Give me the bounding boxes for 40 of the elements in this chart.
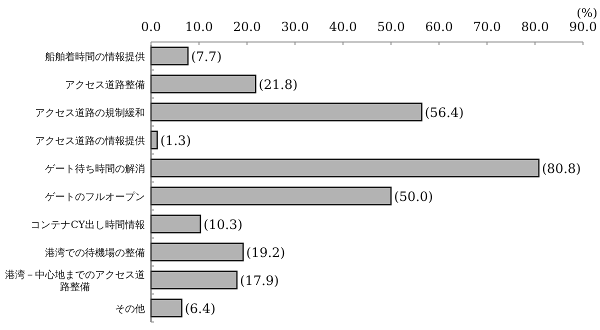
- bar: [150, 46, 189, 66]
- bar: [150, 102, 422, 122]
- y-tick-label: ゲートのフルオープン: [45, 191, 145, 203]
- x-tick-label: 0.0: [141, 19, 161, 34]
- x-tick-label: 60.0: [425, 19, 453, 34]
- data-label: (50.0): [394, 190, 434, 205]
- y-tick-label: 港湾－中心地までのアクセス道路整備: [5, 269, 145, 293]
- x-axis-title: (%): [576, 6, 598, 20]
- data-label: (6.4): [184, 302, 216, 317]
- y-tick-label: コンテナCY出し時間情報: [30, 219, 145, 231]
- x-tick-label: 10.0: [185, 19, 213, 34]
- x-tick-label: 70.0: [473, 19, 501, 34]
- bar: [150, 242, 244, 262]
- y-tick-label: 港湾での待機場の整備: [45, 247, 145, 259]
- x-tick-label: 80.0: [521, 19, 549, 34]
- bar: [150, 74, 256, 94]
- y-tick-label: アクセス道路の情報提供: [35, 135, 145, 147]
- data-label: (21.8): [258, 78, 298, 93]
- data-label: (56.4): [424, 106, 464, 121]
- x-tick-label: 30.0: [281, 19, 309, 34]
- data-label: (10.3): [203, 218, 243, 233]
- data-label: (19.2): [246, 246, 286, 261]
- y-tick-label: その他: [115, 303, 145, 315]
- x-tick-label: 50.0: [377, 19, 405, 34]
- data-label: (1.3): [160, 134, 192, 149]
- data-label: (17.9): [240, 274, 280, 289]
- y-tick-label: 船舶着時間の情報提供: [45, 51, 145, 63]
- y-tick-label: アクセス道路の規制緩和: [35, 107, 145, 119]
- y-tick-label: アクセス道路整備: [65, 79, 145, 91]
- x-tick-label: 20.0: [233, 19, 261, 34]
- bar: [150, 186, 392, 206]
- data-label: (7.7): [190, 50, 222, 65]
- x-tick-label: 40.0: [329, 19, 357, 34]
- y-tick-label: ゲート待ち時間の解消: [45, 163, 145, 175]
- x-tick-label: 90.0: [569, 19, 597, 34]
- data-label: (80.8): [542, 162, 581, 177]
- bar: [150, 214, 202, 234]
- bar: [150, 158, 540, 178]
- bar: [150, 270, 238, 290]
- bar: [150, 298, 182, 318]
